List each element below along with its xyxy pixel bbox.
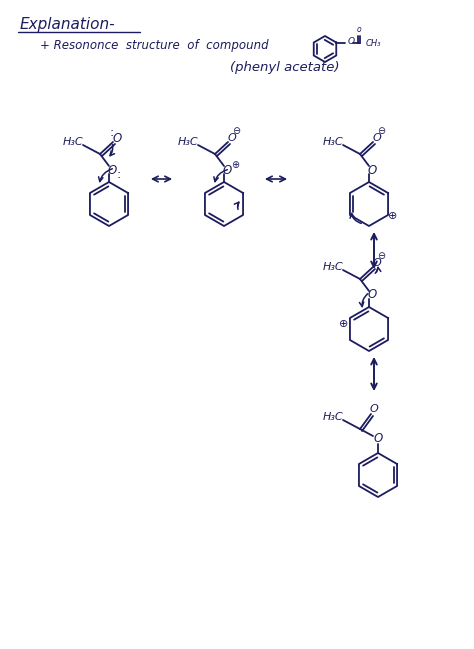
- Text: ⊖: ⊖: [232, 126, 240, 136]
- Text: H₃C: H₃C: [323, 412, 344, 422]
- Text: ⊕: ⊕: [339, 319, 349, 329]
- Text: ⊕: ⊕: [388, 211, 398, 221]
- Text: CH₃: CH₃: [365, 40, 381, 49]
- Text: H₃C: H₃C: [63, 137, 83, 147]
- Text: ⊖: ⊖: [377, 251, 385, 261]
- Text: O: O: [374, 432, 383, 445]
- Text: H₃C: H₃C: [323, 137, 344, 147]
- Text: Explanation-: Explanation-: [20, 16, 116, 32]
- Text: O: O: [347, 38, 355, 47]
- Text: O: O: [228, 133, 237, 143]
- Text: :: :: [110, 125, 114, 138]
- Text: (phenyl acetate): (phenyl acetate): [230, 62, 339, 75]
- Text: O: O: [112, 132, 122, 145]
- Text: O: O: [370, 404, 378, 414]
- Text: O: O: [373, 133, 382, 143]
- Text: O: O: [108, 164, 117, 177]
- Text: o: o: [357, 25, 362, 34]
- Text: O: O: [373, 258, 382, 268]
- Text: H₃C: H₃C: [323, 262, 344, 272]
- Text: ⊖: ⊖: [377, 126, 385, 136]
- Text: H₃C: H₃C: [178, 137, 199, 147]
- Text: + Resononce  structure  of  compound: + Resononce structure of compound: [40, 38, 269, 51]
- Text: O: O: [367, 289, 377, 302]
- Text: ⊕: ⊕: [231, 160, 239, 170]
- Text: O: O: [222, 164, 232, 177]
- Text: :: :: [117, 167, 121, 180]
- Text: O: O: [367, 164, 377, 177]
